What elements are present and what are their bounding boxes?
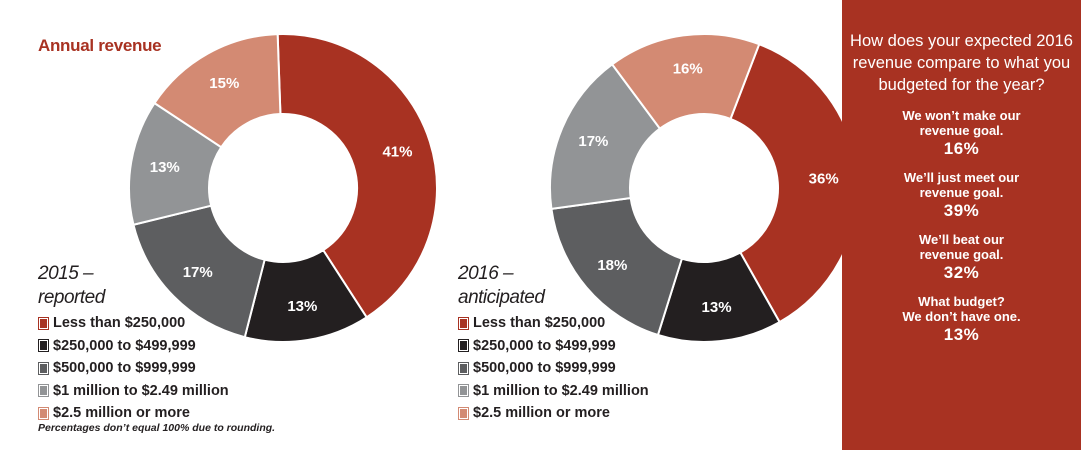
slice-value-label: 13%: [702, 299, 732, 316]
legend-item: $2.5 million or more: [458, 402, 649, 425]
year-label-line: 2016 –: [458, 263, 514, 284]
answer-text: We won’t make our revenue goal.: [902, 108, 1021, 138]
answer-value: 32%: [943, 263, 980, 282]
panel-question: How does your expected 2016 revenue comp…: [850, 32, 1073, 94]
legend-label: $500,000 to $999,999: [53, 360, 196, 376]
year-label-2015: 2015 – reported: [38, 262, 105, 310]
donut-slice: [729, 42, 859, 324]
donut-slice: [132, 204, 266, 339]
donut-slice: [550, 196, 684, 337]
legend-item: $1 million to $2.49 million: [458, 380, 649, 403]
answer-text: We’ll beat our revenue goal.: [919, 232, 1004, 262]
slice-value-label: 17%: [183, 264, 213, 281]
donut-slice: [610, 33, 761, 130]
slice-value-label: 18%: [597, 257, 627, 274]
slice-value-label: 16%: [673, 61, 703, 78]
slice-value-label: 15%: [209, 75, 239, 92]
answer-value: 39%: [943, 201, 980, 220]
legend-2015: Less than $250,000 $250,000 to $499,999 …: [38, 312, 229, 425]
legend-label: Less than $250,000: [53, 315, 186, 331]
year-label-2016: 2016 – anticipated: [458, 262, 545, 310]
legend-label: $2.5 million or more: [53, 405, 190, 421]
legend-label: $1 million to $2.49 million: [473, 382, 649, 399]
answer-item: What budget? We don’t have one. 13%: [842, 294, 1081, 345]
legend-item: $2.5 million or more: [38, 402, 229, 425]
answer-value: 13%: [943, 325, 980, 344]
year-label-line: reported: [38, 287, 105, 308]
slice-value-label: 36%: [809, 171, 839, 188]
legend-swatch-icon: [458, 339, 469, 353]
donut-chart-2016: 36% 13% 18% 17% 16%: [549, 33, 859, 343]
legend-item: $500,000 to $999,999: [458, 357, 649, 380]
answer-list: We won’t make our revenue goal. 16% We’l…: [842, 108, 1081, 345]
year-label-line: 2015 –: [38, 263, 94, 284]
donut-chart-2015: 41% 13% 17% 13% 15%: [128, 33, 438, 343]
answer-item: We’ll beat our revenue goal. 32%: [842, 232, 1081, 283]
legend-label: $1 million to $2.49 million: [53, 382, 229, 399]
legend-item: $250,000 to $499,999: [38, 335, 229, 358]
budget-comparison-panel: How does your expected 2016 revenue comp…: [842, 0, 1081, 450]
legend-2016: Less than $250,000 $250,000 to $499,999 …: [458, 312, 649, 425]
legend-swatch-icon: [38, 406, 49, 420]
legend-swatch-icon: [458, 361, 469, 375]
legend-label: $250,000 to $499,999: [473, 337, 616, 354]
answer-value: 16%: [943, 139, 980, 158]
legend-item: $250,000 to $499,999: [458, 335, 649, 358]
slice-value-label: 13%: [287, 298, 317, 315]
slice-value-label: 17%: [578, 133, 608, 150]
donut-slice: [153, 33, 282, 149]
answer-text: What budget? We don’t have one.: [902, 294, 1021, 324]
legend-item: $500,000 to $999,999: [38, 357, 229, 380]
chart-title: Annual revenue: [38, 36, 162, 55]
legend-swatch-icon: [38, 339, 49, 353]
donut-slice: [276, 33, 438, 319]
legend-label: $250,000 to $499,999: [53, 337, 196, 354]
answer-item: We’ll just meet our revenue goal. 39%: [842, 170, 1081, 221]
year-label-line: anticipated: [458, 287, 545, 308]
legend-swatch-icon: [458, 316, 469, 330]
legend-swatch-icon: [38, 361, 49, 375]
legend-item: Less than $250,000: [458, 312, 649, 335]
legend-label: Less than $250,000: [473, 315, 606, 331]
slice-value-label: 41%: [382, 144, 412, 161]
footnote: Percentages don’t equal 100% due to roun…: [38, 422, 276, 434]
legend-label: $2.5 million or more: [473, 405, 610, 421]
legend-swatch-icon: [458, 406, 469, 420]
answer-item: We won’t make our revenue goal. 16%: [842, 108, 1081, 159]
legend-item: Less than $250,000: [38, 312, 229, 335]
answer-text: We’ll just meet our revenue goal.: [903, 170, 1020, 200]
legend-swatch-icon: [38, 316, 49, 330]
legend-label: $500,000 to $999,999: [473, 360, 616, 376]
legend-swatch-icon: [458, 384, 469, 398]
legend-swatch-icon: [38, 384, 49, 398]
slice-value-label: 13%: [150, 159, 180, 176]
legend-item: $1 million to $2.49 million: [38, 380, 229, 403]
